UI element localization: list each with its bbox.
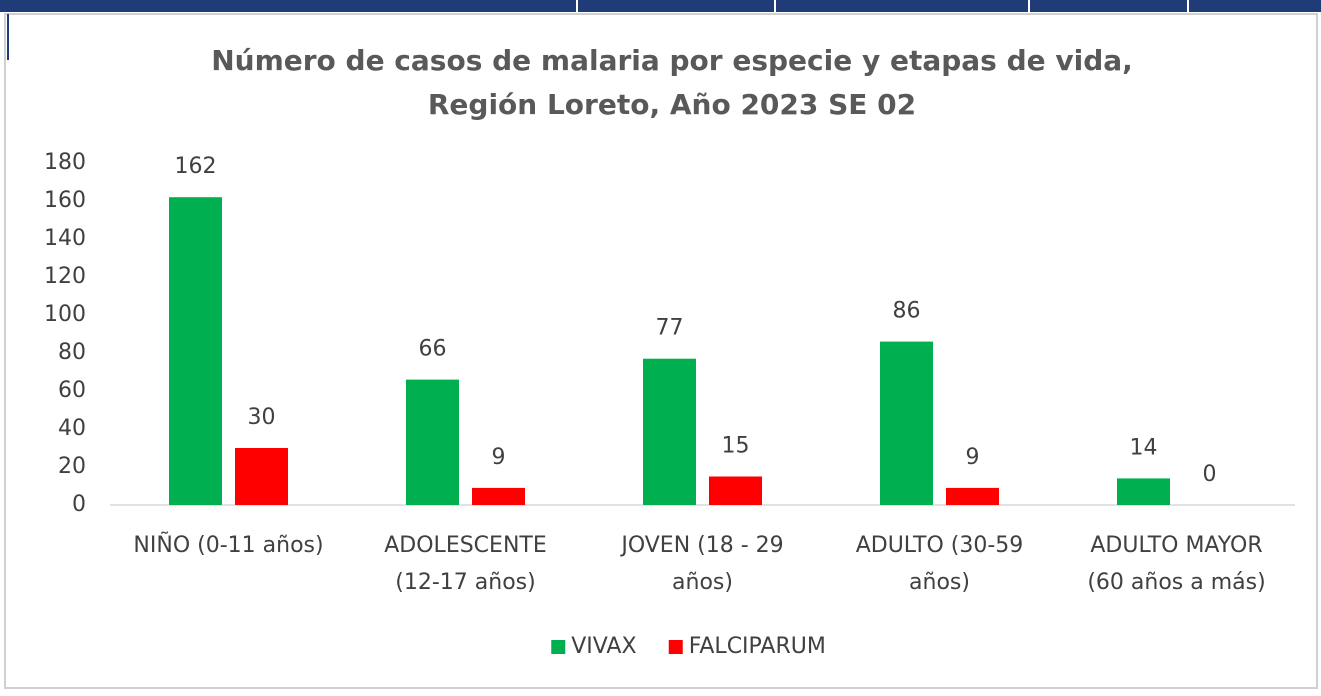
- chart-frame: [4, 13, 1318, 689]
- x-tick-label: JOVEN (18 - 29: [619, 533, 783, 558]
- legend-swatch: [668, 640, 683, 654]
- bar: [709, 476, 762, 505]
- data-label: 66: [419, 337, 447, 362]
- y-tick-label: 20: [58, 454, 86, 479]
- x-tick-label: (12-17 años): [395, 570, 535, 595]
- chart-title: Número de casos de malaria por especie y…: [211, 44, 1133, 77]
- x-tick-label: ADULTO MAYOR: [1090, 533, 1262, 558]
- x-tick-label: ADULTO (30-59: [856, 533, 1024, 558]
- x-tick-label: años): [909, 570, 970, 595]
- y-tick-label: 160: [44, 188, 86, 213]
- data-label: 77: [656, 316, 684, 341]
- x-tick-label: (60 años a más): [1087, 570, 1265, 595]
- bar: [1117, 478, 1170, 505]
- bar: [169, 197, 222, 505]
- data-label: 15: [722, 434, 750, 459]
- x-tick-label: NIÑO (0-11 años): [133, 531, 323, 558]
- data-label: 9: [492, 445, 506, 470]
- chart-title: Región Loreto, Año 2023 SE 02: [428, 88, 916, 121]
- y-tick-label: 80: [58, 340, 86, 365]
- data-label: 9: [966, 445, 980, 470]
- data-label: 162: [175, 154, 217, 179]
- legend-label: FALCIPARUM: [689, 634, 826, 659]
- y-tick-label: 60: [58, 378, 86, 403]
- x-tick-label: ADOLESCENTE: [384, 533, 547, 558]
- legend-label: VIVAX: [571, 634, 636, 659]
- data-label: 0: [1203, 462, 1217, 487]
- data-label: 86: [893, 299, 921, 324]
- bar: [643, 358, 696, 505]
- bar: [946, 487, 999, 505]
- bar: [406, 379, 459, 505]
- y-tick-label: 0: [72, 492, 86, 517]
- bar: [472, 487, 525, 505]
- y-tick-label: 140: [44, 226, 86, 251]
- y-tick-label: 120: [44, 264, 86, 289]
- data-label: 30: [248, 405, 276, 430]
- data-label: 14: [1130, 435, 1158, 460]
- bar: [880, 341, 933, 505]
- y-tick-label: 180: [44, 150, 86, 175]
- y-tick-label: 100: [44, 302, 86, 327]
- legend-swatch: [551, 640, 566, 654]
- bar: [235, 448, 288, 505]
- x-tick-label: años): [672, 570, 733, 595]
- y-tick-label: 40: [58, 416, 86, 441]
- top-strip: [0, 0, 1321, 12]
